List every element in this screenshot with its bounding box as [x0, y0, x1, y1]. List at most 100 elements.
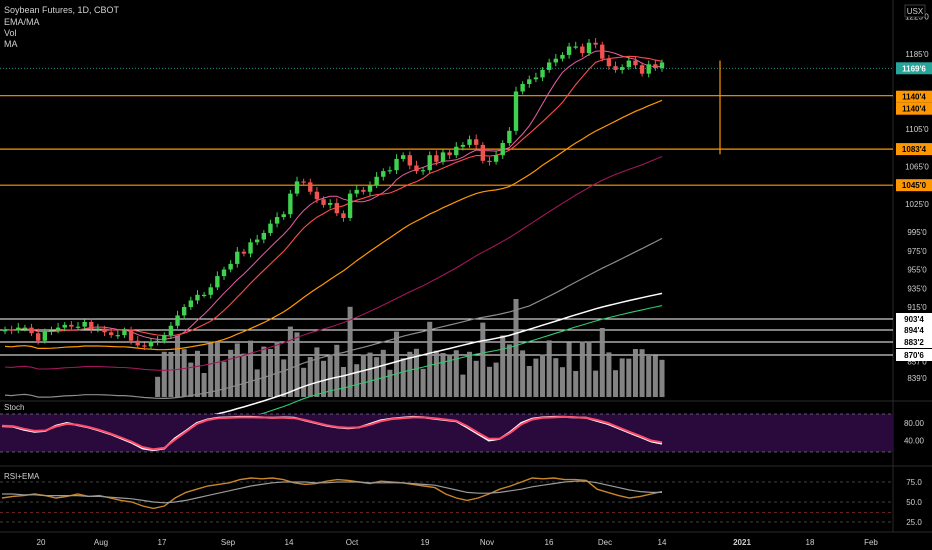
price-tick-label: 1065'0	[905, 162, 929, 171]
volume-bar	[221, 361, 227, 397]
price-tick-label: 1105'0	[905, 125, 929, 134]
volume-bar	[281, 359, 287, 397]
volume-bar	[287, 326, 293, 397]
price-tick-label: 935'0	[907, 284, 927, 293]
candle-body	[122, 330, 127, 336]
volume-bar	[161, 351, 167, 397]
candle-body	[533, 77, 539, 80]
candle-body	[387, 170, 393, 172]
volume-bar	[334, 344, 340, 397]
candle-body	[102, 328, 107, 333]
candle-body	[142, 345, 147, 347]
price-line-label-1140-extra-bg	[896, 102, 932, 115]
candle-body	[228, 263, 233, 270]
volume-bar	[467, 351, 473, 397]
candle-body	[520, 83, 525, 92]
volume-bar	[181, 349, 187, 397]
volume-bar	[500, 335, 506, 397]
volume-bar	[261, 346, 267, 397]
candle-body	[454, 146, 459, 156]
volume-bar	[374, 357, 380, 397]
volume-bar	[327, 355, 333, 397]
candle-body	[606, 58, 612, 67]
time-tick-label: 20	[37, 538, 46, 547]
volume-bar	[314, 347, 320, 397]
volume-bar	[175, 335, 181, 397]
candle-body	[407, 155, 413, 166]
volume-level-label: 883'2	[904, 338, 924, 347]
candle-body	[633, 60, 638, 66]
volume-bar	[301, 367, 307, 397]
candle-body	[473, 139, 479, 145]
volume-bar	[652, 355, 658, 397]
volume-bar	[420, 368, 426, 397]
candle-body	[500, 143, 505, 156]
volume-bar	[553, 358, 559, 397]
volume-bar	[433, 350, 439, 397]
candle-body	[9, 329, 14, 331]
volume-bar	[613, 370, 619, 397]
volume-bar	[201, 373, 207, 397]
candle-body	[427, 155, 432, 171]
time-tick-label: 19	[421, 538, 430, 547]
volume-bar	[294, 332, 300, 397]
candle-body	[241, 251, 247, 254]
volume-bar	[155, 376, 161, 397]
price-tick-label: 857'0	[907, 357, 927, 366]
time-tick-label: 18	[806, 538, 815, 547]
indicator-vol-label[interactable]: Vol	[4, 28, 17, 38]
volume-bar	[599, 328, 605, 397]
candle-body	[480, 144, 486, 161]
volume-bar	[394, 331, 400, 397]
candle-body	[347, 193, 353, 218]
candlestick-series	[2, 38, 665, 351]
candle-body	[175, 315, 180, 326]
price-axis[interactable]: 1225'01185'01105'01065'01025'0995'0975'0…	[896, 13, 932, 527]
rsi-pane-title[interactable]: RSI+EMA	[4, 472, 40, 481]
candle-body	[447, 152, 452, 156]
time-tick-label: 14	[285, 538, 294, 547]
volume-bar	[367, 352, 373, 397]
candle-body	[659, 62, 665, 69]
volume-bar	[427, 321, 433, 397]
candle-body	[281, 214, 286, 218]
time-tick-label: 2021	[733, 538, 751, 547]
volume-bar	[214, 341, 220, 397]
candle-body	[128, 330, 134, 341]
volume-bar	[168, 352, 174, 397]
time-axis[interactable]: 20 Aug 17 Sep 14 Oct 19 Nov 16 Dec 14 2021 18 Feb	[37, 538, 879, 547]
volume-level-label-bg	[896, 336, 932, 348]
candle-body	[274, 217, 280, 224]
volume-bar	[413, 348, 419, 397]
currency-badge[interactable]	[904, 4, 926, 18]
volume-bar	[274, 341, 280, 397]
volume-bar	[619, 358, 625, 397]
indicator-ma-label[interactable]: MA	[4, 39, 18, 49]
volume-bar	[579, 341, 585, 397]
volume-bar	[347, 306, 353, 397]
candle-body	[268, 223, 273, 233]
candle-body	[341, 213, 346, 218]
candle-body	[460, 144, 466, 147]
candle-body	[566, 46, 572, 55]
candle-body	[653, 64, 658, 69]
candle-body	[354, 189, 359, 194]
volume-bar	[400, 358, 406, 397]
candle-body	[29, 327, 34, 334]
stoch-pane-title[interactable]: Stoch	[4, 403, 24, 412]
candle-body	[261, 232, 267, 240]
symbol-title[interactable]: Soybean Futures, 1D, CBOT	[4, 5, 120, 15]
indicator-ema-ma-label[interactable]: EMA/MA	[4, 17, 40, 27]
candle-body	[619, 67, 625, 70]
candle-body	[181, 307, 187, 316]
candle-body	[215, 276, 220, 288]
candle-body	[646, 64, 651, 74]
currency-label: USX	[907, 7, 924, 16]
candle-body	[580, 46, 585, 54]
volume-bar	[440, 353, 446, 397]
volume-bar	[506, 344, 512, 397]
volume-bar	[526, 366, 532, 397]
price-tick-label: 995'0	[907, 228, 927, 237]
